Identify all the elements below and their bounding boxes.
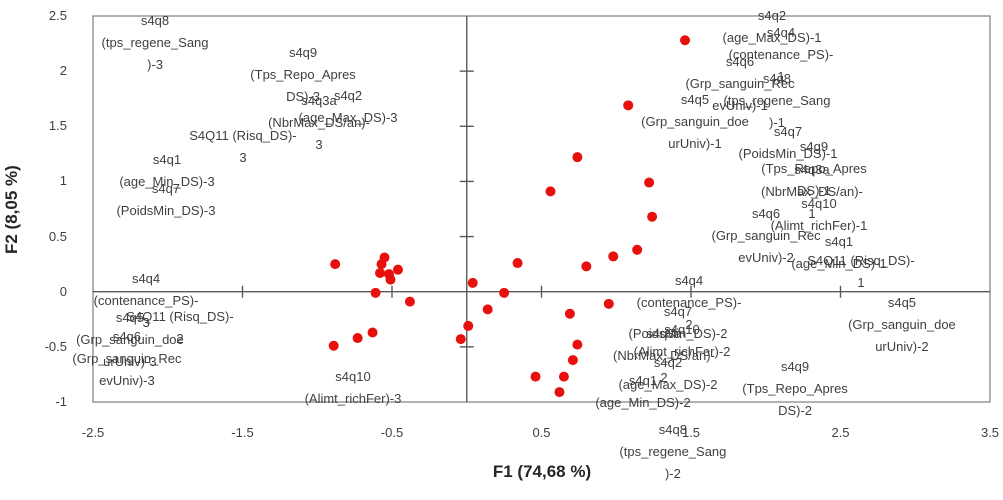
y-tick-label: 2.5 [48, 8, 67, 23]
point-label: s4q4 (contenance_PS)- 3 [93, 271, 199, 331]
x-tick-label: 3.5 [980, 425, 1000, 440]
point-label: s4q2 (age_Max_DS)-3 [298, 87, 398, 125]
data-point [680, 35, 691, 46]
x-tick-label: 0.5 [532, 425, 551, 440]
data-point [467, 277, 478, 288]
data-point [545, 186, 556, 197]
point-label: s4q5 (Grp_sanguin_doe urUniv)-2 [848, 294, 956, 354]
data-point [352, 333, 363, 344]
point-label: s4q3a (NbrMax_DS/an)- 3 [268, 93, 370, 153]
data-point [463, 320, 474, 331]
data-point [328, 340, 339, 351]
point-label: s4q7 (PoidsMin_DS)-3 [116, 181, 216, 219]
data-point [375, 267, 386, 278]
data-point [392, 264, 403, 275]
point-label: s4q8 (tps_regene_Sang)-2 [619, 422, 727, 481]
point-label: s4q8 (tps_regene_Sang)-3 [101, 12, 209, 72]
data-point [647, 211, 658, 222]
y-tick-label: -1 [55, 394, 67, 409]
point-label: s4q7 (PoidsMin_DS)-1 [738, 124, 838, 162]
data-point [367, 327, 378, 338]
point-label: S4Q11 (Risq_DS)- 2 [126, 308, 234, 346]
y-tick-label: 1 [59, 173, 67, 189]
x-tick-label: 1.5 [681, 425, 701, 440]
point-label: s4q1 (age_Min_DS)-1 [791, 233, 887, 271]
y-tick-label: 2 [59, 63, 67, 79]
data-point [567, 355, 578, 366]
point-label: s4q9 (Tps_Repo_Apres DS)-2 [742, 359, 848, 419]
data-point [554, 387, 565, 398]
point-label: s4q7 (PoidsMin_DS)-2 [628, 304, 728, 341]
data-point [632, 244, 643, 255]
point-label: s4q6 (Grp_sanguin_Rec evUniv)-1 [685, 53, 795, 113]
x-tick-label: -1.5 [231, 425, 254, 440]
point-label: s4q9 (Tps_Repo_Apres DS)-1 [761, 139, 867, 199]
data-point [512, 258, 523, 269]
data-point [608, 251, 619, 262]
point-label: S4Q11 (Risq_DS)- 3 [189, 127, 297, 165]
data-point [564, 308, 575, 319]
y-tick-label: 1.5 [48, 118, 67, 134]
y-tick-label: -0.5 [44, 338, 67, 354]
point-label: s4q10 (Alimt_richFer)-1 [770, 196, 868, 234]
data-point [558, 371, 569, 382]
data-point [376, 259, 387, 270]
data-point [482, 304, 493, 315]
point-label: s4q5 (Grp_sanguin_doe urUniv)-1 [641, 92, 749, 152]
point-label: s4q4 (contenance_PS)- 1 [728, 24, 834, 84]
x-axis-title: F1 (74,68 %) [492, 462, 592, 481]
y-tick-label: 0.5 [48, 228, 67, 244]
data-point [370, 287, 381, 298]
data-point [581, 261, 592, 272]
data-point [385, 274, 396, 285]
point-label: s4q4 (contenance_PS)- 2 [636, 273, 742, 333]
point-label: s4q6 (Grp_sanguin_Rec evUniv)-2 [711, 205, 821, 265]
point-label: s4q3a (NbrMax_DS/an)- 2 [613, 325, 715, 385]
data-point [603, 298, 614, 309]
point-label: s4q1 (age_Min_DS)-3 [119, 152, 215, 190]
point-label: s4q2 (age_Max_DS)-1 [722, 8, 822, 45]
point-label: s4q3a (NbrMax_DS/an)- 1 [761, 161, 863, 221]
point-label: S4Q11 (Risq_DS)- 1 [807, 252, 915, 290]
point-label: s4q6 (Grp_sanguin_Rec evUniv)-3 [72, 329, 182, 389]
data-point [572, 339, 583, 350]
point-label: s4q8 (tps_regene_Sang)-1 [723, 70, 831, 130]
data-point [499, 287, 510, 298]
plot-frame [92, 15, 991, 403]
point-label: s4q1 (age_Min_DS)-2 [595, 373, 691, 411]
point-label: s4q5 (Grp_sanguin_doe urUniv)-3 [76, 309, 184, 369]
point-label: s4q10 (Alimt_richFer)-3 [304, 368, 402, 406]
data-point [404, 296, 415, 307]
point-label: s4q10 (Alimt_richFer)-2 [633, 321, 731, 359]
x-tick-label: -2.5 [81, 425, 105, 440]
data-point [330, 259, 341, 270]
point-label: s4q9 (Tps_Repo_Apres DS)-3 [250, 44, 356, 104]
data-point [623, 100, 634, 111]
data-point [455, 334, 466, 345]
x-tick-label: -0.5 [380, 425, 404, 440]
data-point [530, 371, 541, 382]
data-point [644, 177, 655, 188]
y-tick-label: 0 [59, 283, 67, 299]
point-label: s4q2 (age_Max_DS)-2 [618, 354, 718, 392]
data-point [572, 152, 583, 163]
x-tick-label: 2.5 [831, 425, 850, 440]
